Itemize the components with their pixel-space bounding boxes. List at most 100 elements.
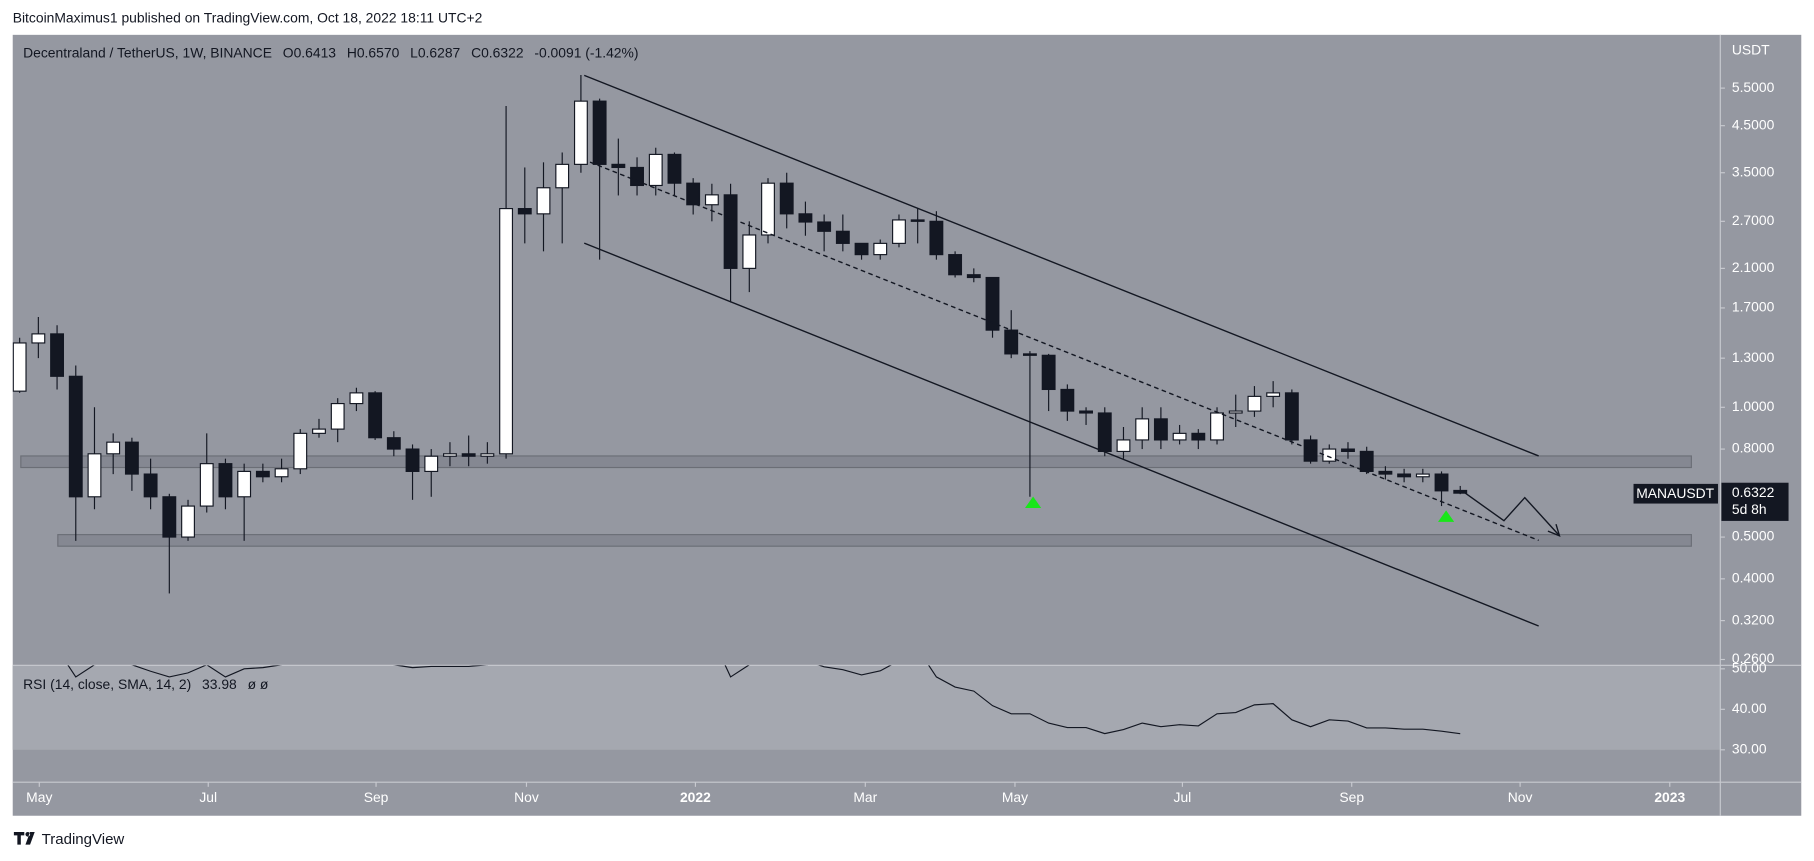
- ohlc-label: C: [471, 44, 481, 60]
- candle-body: [1434, 473, 1449, 492]
- candle-body: [293, 432, 308, 470]
- change: -0.0091 (-1.42%): [534, 44, 638, 60]
- candle-body: [798, 213, 813, 223]
- candle-body: [1060, 388, 1075, 412]
- y-tick-label: 1.7000: [1732, 299, 1775, 315]
- candle-body: [910, 219, 925, 222]
- ohlc-label: H: [347, 44, 357, 60]
- candle-body: [648, 153, 663, 187]
- channel-upper: [583, 74, 1539, 457]
- candle-body: [1322, 448, 1337, 462]
- candle-body: [199, 463, 214, 507]
- x-tick-label: Nov: [1508, 789, 1533, 805]
- candle-body: [218, 463, 233, 498]
- candle-body: [443, 453, 457, 457]
- axis-unit: USDT: [1732, 42, 1770, 58]
- axes: 5.5000 4.5000 3.5000 2.7000 2.1000 1.7000 1.30…: [26, 79, 1774, 805]
- ohlc-label: O: [283, 44, 294, 60]
- y-tick-label: 40.00: [1732, 700, 1767, 716]
- candle-body: [386, 437, 401, 450]
- candle-body: [368, 392, 383, 439]
- candle-body: [1378, 470, 1393, 475]
- channel-lower: [583, 242, 1539, 627]
- support-zone: [57, 534, 1692, 547]
- candle-body: [1041, 354, 1056, 391]
- candle-body: [1359, 450, 1374, 472]
- candle-body: [1004, 329, 1019, 355]
- y-tick-label: 4.5000: [1732, 116, 1775, 132]
- signal-triangle: [1438, 510, 1455, 522]
- candle-body: [779, 182, 794, 215]
- candle-body: [1228, 410, 1243, 414]
- candle-body: [1191, 432, 1206, 441]
- candle-body: [966, 274, 981, 279]
- footer: TradingView: [13, 831, 124, 848]
- countdown: 5d 8h: [1732, 501, 1767, 517]
- x-tick-label: Nov: [514, 789, 539, 805]
- candle-body: [667, 153, 682, 184]
- rsi-band: [12, 665, 1721, 750]
- price-tag: [1721, 482, 1789, 521]
- candle-body: [50, 333, 65, 377]
- arrow-head: [1547, 524, 1561, 537]
- y-tick-label: 30.00: [1732, 740, 1767, 756]
- y-tick-label: 2.7000: [1732, 212, 1775, 228]
- x-tick-label: Sep: [364, 789, 389, 805]
- y-tick-label: 0.2600: [1732, 650, 1775, 666]
- candle-body: [1116, 439, 1131, 452]
- candle-body: [536, 187, 551, 215]
- candle-body: [124, 441, 139, 475]
- resistance-zone: [20, 455, 1692, 469]
- x-tick-label: 2022: [680, 789, 711, 805]
- candle-body: [592, 100, 607, 165]
- candle-body: [1097, 412, 1112, 452]
- candle-body: [330, 403, 345, 430]
- rsi-extra: ø ø: [248, 676, 269, 692]
- y-tick-label: 3.5000: [1732, 163, 1775, 179]
- candle-body: [31, 333, 46, 344]
- candle-body: [461, 453, 476, 457]
- x-tick-label: Jul: [1174, 789, 1192, 805]
- ohlc-value: 0.6570: [357, 44, 400, 60]
- candle-body: [723, 194, 738, 269]
- candle-body: [1172, 432, 1187, 441]
- y-tick-label: 0.4000: [1732, 570, 1775, 586]
- candle-body: [1079, 410, 1093, 414]
- candle-body: [742, 234, 757, 269]
- y-tick-label: 0.5000: [1732, 528, 1775, 544]
- candle-body: [255, 470, 270, 478]
- ohlc-value: 0.6413: [294, 44, 337, 60]
- candle-body: [87, 453, 102, 498]
- candle-body: [162, 496, 177, 538]
- candle-body: [686, 182, 701, 206]
- candle-body: [1266, 392, 1281, 397]
- y-tick-label: 0.8000: [1732, 440, 1775, 456]
- candle-body: [1415, 473, 1430, 478]
- x-tick-label: 2023: [1654, 789, 1685, 805]
- drawings: [583, 74, 1561, 627]
- x-tick-label: Sep: [1339, 789, 1364, 805]
- candle-body: [835, 230, 850, 244]
- candle-body: [1341, 448, 1355, 452]
- candle-body: [12, 342, 27, 392]
- candle-body: [1397, 473, 1412, 478]
- candle-body: [480, 453, 495, 457]
- candle-body: [1153, 418, 1168, 441]
- candle-body: [424, 455, 439, 472]
- candle-body: [892, 219, 906, 244]
- candle-body: [704, 194, 719, 206]
- candle-body: [873, 242, 888, 256]
- candle-body: [237, 470, 252, 498]
- x-tick-label: May: [1002, 789, 1028, 805]
- candle-body: [143, 473, 158, 498]
- ohlc-label: L: [410, 44, 418, 60]
- x-tick-label: May: [26, 789, 52, 805]
- logo: [13, 831, 35, 845]
- candle-body: [630, 166, 644, 187]
- projection-arrow: [1463, 491, 1560, 537]
- published-note: BitcoinMaximus1 published on TradingView…: [13, 9, 483, 25]
- candle-body: [405, 448, 420, 472]
- rsi-title: RSI (14, close, SMA, 14, 2): [23, 676, 191, 692]
- candle-body: [555, 163, 570, 189]
